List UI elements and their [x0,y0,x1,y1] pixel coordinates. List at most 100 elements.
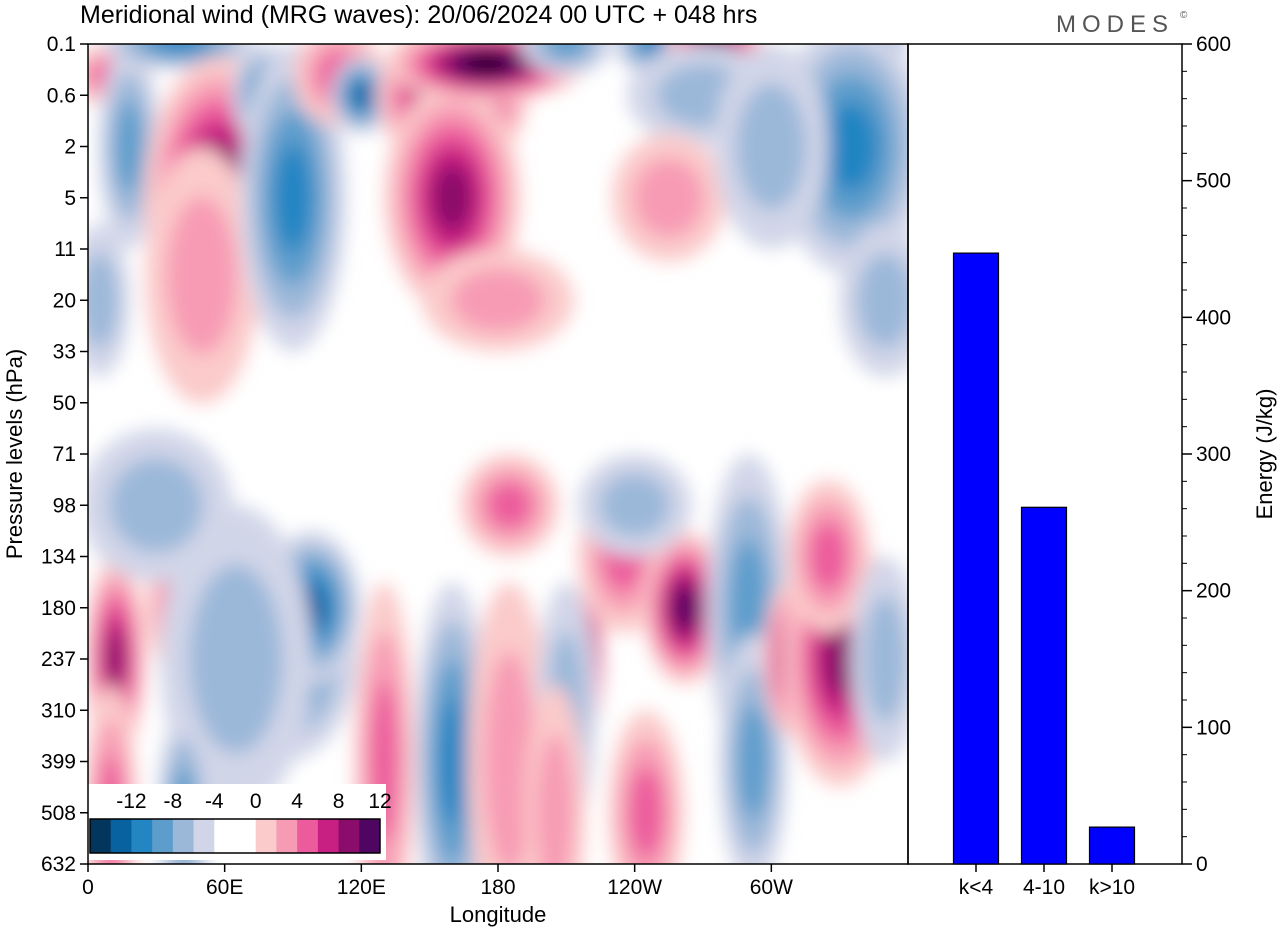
chart-title: Meridional wind (MRG waves): 20/06/2024 … [80,1,757,29]
heatmap-y-tick-label: 508 [41,802,76,825]
heatmap-x-axis-label: Longitude [450,902,547,927]
colorbar-label: -12 [116,790,146,813]
contour-band [189,564,283,754]
contour-band [674,589,695,627]
heatmap-y-tick-label: 180 [41,597,76,620]
bar-x-tick-label: 4-10 [1023,876,1065,899]
contour-band [639,44,667,55]
heatmap-y-tick-label: 20 [53,289,76,312]
energy-bar [1088,826,1136,865]
negative-anomaly [851,556,908,762]
positive-anomaly [524,684,586,864]
contour-band [451,268,545,332]
contour-band [483,651,536,864]
contour-band [88,252,119,348]
heatmap-y-axis-label: Pressure levels (hPa) [2,349,27,559]
colorbar-swatch [359,819,381,853]
heatmap-y-axis: 0.1 0.6 2 5 11 20 33 50 71 98 134 180 237 310 399 508 63… [41,33,88,876]
contour-band [599,473,670,537]
contour-band [737,704,769,819]
bar-y-tick-label: 0 [1196,853,1208,876]
colorbar-label: -4 [205,790,224,813]
heatmap-y-tick-label: 33 [53,341,76,364]
colorbar-swatch [172,819,195,853]
negative-anomaly [330,56,392,134]
heatmap-y-tick-label: 50 [53,392,76,415]
heatmap-x-tick-label: 60E [206,876,243,899]
contour-band [115,100,143,193]
positive-anomaly [144,147,259,404]
contour-band [633,158,704,238]
heatmap-y-tick-label: 71 [53,443,76,466]
positive-anomaly [460,454,559,557]
bar-y-tick-label: 200 [1196,580,1231,603]
contour-band [824,101,878,192]
colorbar-swatch [90,819,112,853]
heatmap-y-tick-label: 2 [64,136,76,159]
bar-chart-y-axis-label: Energy (J/kg) [1252,389,1277,520]
energy-bars [952,252,1136,865]
heatmap-y-tick-label: 399 [41,751,76,774]
brand-mark: © [1180,10,1188,21]
contour-band [736,83,807,210]
bar-chart-x-axis: k<4 4-10 k>10 [959,864,1135,899]
contour-band [823,622,856,696]
bar-y-tick-label: 400 [1196,306,1231,329]
colorbar-label: 0 [250,790,262,813]
heatmap-y-tick-label: 0.1 [47,33,76,56]
negative-anomaly [88,428,233,583]
heatmap-y-tick-label: 11 [54,238,76,261]
heatmap-x-tick-label: 60W [750,876,793,899]
energy-bar [1020,506,1068,865]
contour-band [487,482,532,529]
positive-anomaly [611,133,726,262]
bar-y-tick-label: 500 [1196,170,1231,193]
contour-band [109,457,204,553]
contour-band [536,733,574,864]
negative-anomaly [839,223,908,378]
colorbar-label: 12 [368,790,391,813]
brand-logo-text: MODES [1056,11,1174,38]
bar-y-tick-label: 300 [1196,443,1231,466]
heatmap-y-tick-label: 237 [41,648,76,671]
heatmap-x-tick-label: 120W [607,876,662,899]
heatmap-x-axis: 0 60E 120E 180 120W 60W [82,864,793,899]
colorbar-swatch [338,819,360,853]
contour-band [432,164,472,231]
bar-chart-y-axis: 0 100 200 300 400 500 600 [1182,33,1231,876]
colorbar-swatch [255,819,277,853]
contour-band [166,196,237,355]
colorbar-label: 8 [333,790,345,813]
colorbar-swatch [110,819,132,853]
contour-band [864,595,907,723]
negative-anomaly [520,44,612,75]
heatmap-x-tick-label: 120E [337,876,386,899]
colorbar-swatch [276,819,298,853]
heatmap-y-tick-label: 5 [64,187,76,210]
colorbar-swatch [131,819,153,853]
colorbar-label: -8 [164,790,183,813]
contour-band [352,84,371,107]
heatmap-y-tick-label: 632 [41,853,76,876]
negative-anomaly [239,44,347,352]
contour-band [629,767,663,859]
heatmap-y-tick-label: 134 [41,546,76,569]
contour-band [439,699,466,824]
bar-y-tick-label: 100 [1196,716,1231,739]
positive-anomaly [643,530,727,685]
heatmap-x-tick-label: 0 [82,876,94,899]
heatmap-y-tick-label: 310 [41,699,76,722]
positive-anomaly [608,710,685,864]
heatmap-y-tick-label: 98 [53,494,76,517]
positive-anomaly [387,44,586,103]
positive-anomaly [786,479,871,634]
colorbar-swatch [214,819,236,853]
colorbar-swatch [235,819,257,853]
contour-band [809,522,847,591]
negative-anomaly [714,44,829,249]
colorbar-swatch [193,819,215,853]
contour-band [465,55,508,72]
contour-band [546,44,587,58]
heatmap-x-tick-label: 180 [480,876,515,899]
contour-band [274,144,312,252]
